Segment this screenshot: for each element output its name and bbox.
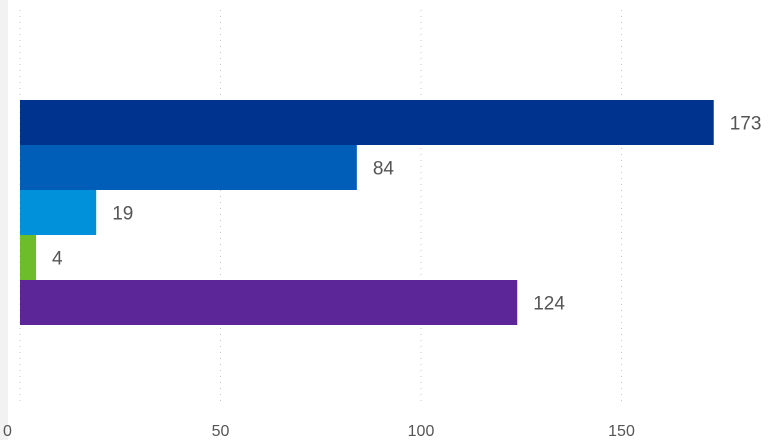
left-edge-strip [0, 0, 8, 440]
bar-value-label-0: 173 [730, 114, 762, 135]
bar-3[interactable] [20, 235, 37, 280]
x-tick-label-0: 0 [3, 423, 12, 440]
bar-value-label-1: 84 [373, 159, 395, 180]
bar-1[interactable] [20, 145, 357, 190]
x-tick-label-100: 100 [408, 423, 435, 440]
grid-layer [19, 10, 622, 405]
bar-value-label-2: 19 [112, 204, 133, 225]
bar-0[interactable] [20, 100, 714, 145]
x-tick-label-50: 50 [212, 423, 230, 440]
bar-4[interactable] [20, 280, 518, 325]
label-layer: 173 84 19 4 124 [52, 114, 761, 315]
bar-layer [20, 100, 714, 325]
tick-layer: 0 50 100 150 [3, 423, 635, 440]
bar-2[interactable] [20, 190, 97, 235]
x-tick-label-150: 150 [608, 423, 635, 440]
bar-value-label-3: 4 [52, 249, 63, 270]
bar-value-label-4: 124 [533, 294, 565, 315]
